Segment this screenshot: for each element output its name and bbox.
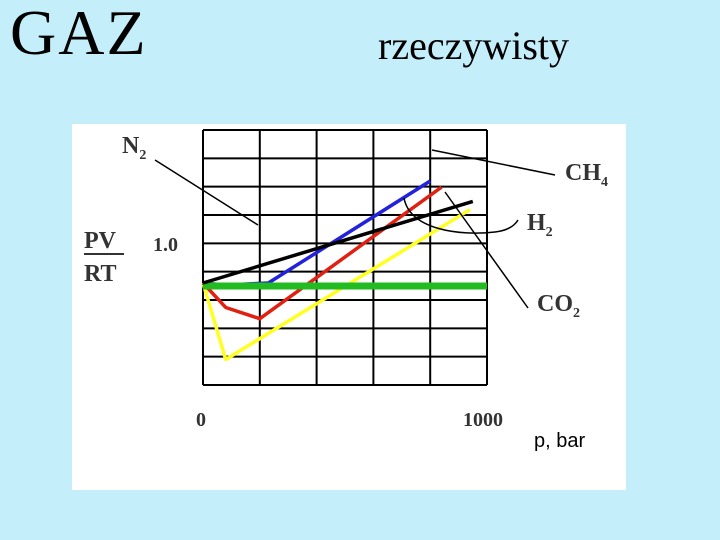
label-h2: H2 xyxy=(527,210,553,240)
series-line-h2 xyxy=(201,185,443,321)
series-line-co2 xyxy=(201,208,471,362)
series-line-n2 xyxy=(202,199,474,285)
title-gaz: GAZ xyxy=(10,0,148,68)
chart-panel xyxy=(72,124,626,490)
title-rzeczywisty: rzeczywisty xyxy=(378,23,570,68)
leader-h2 xyxy=(403,197,519,234)
leader-ch4 xyxy=(431,149,556,176)
ylabel-denominator: RT xyxy=(84,261,117,287)
label-ch4: CH4 xyxy=(565,160,608,190)
x-tick-1000: 1000 xyxy=(463,409,503,431)
ylabel-numerator: PV xyxy=(84,228,117,254)
chart-series xyxy=(201,179,487,362)
chart-grid xyxy=(202,129,488,386)
label-co2: CO2 xyxy=(537,291,580,321)
y-tick-1: 1.0 xyxy=(153,234,178,256)
leader-lines xyxy=(154,149,556,309)
x-tick-0: 0 xyxy=(196,409,206,431)
x-unit-label: p, bar xyxy=(534,430,585,452)
label-n2: N2 xyxy=(122,133,146,163)
leader-co2 xyxy=(444,191,529,309)
leader-n2 xyxy=(154,159,259,226)
